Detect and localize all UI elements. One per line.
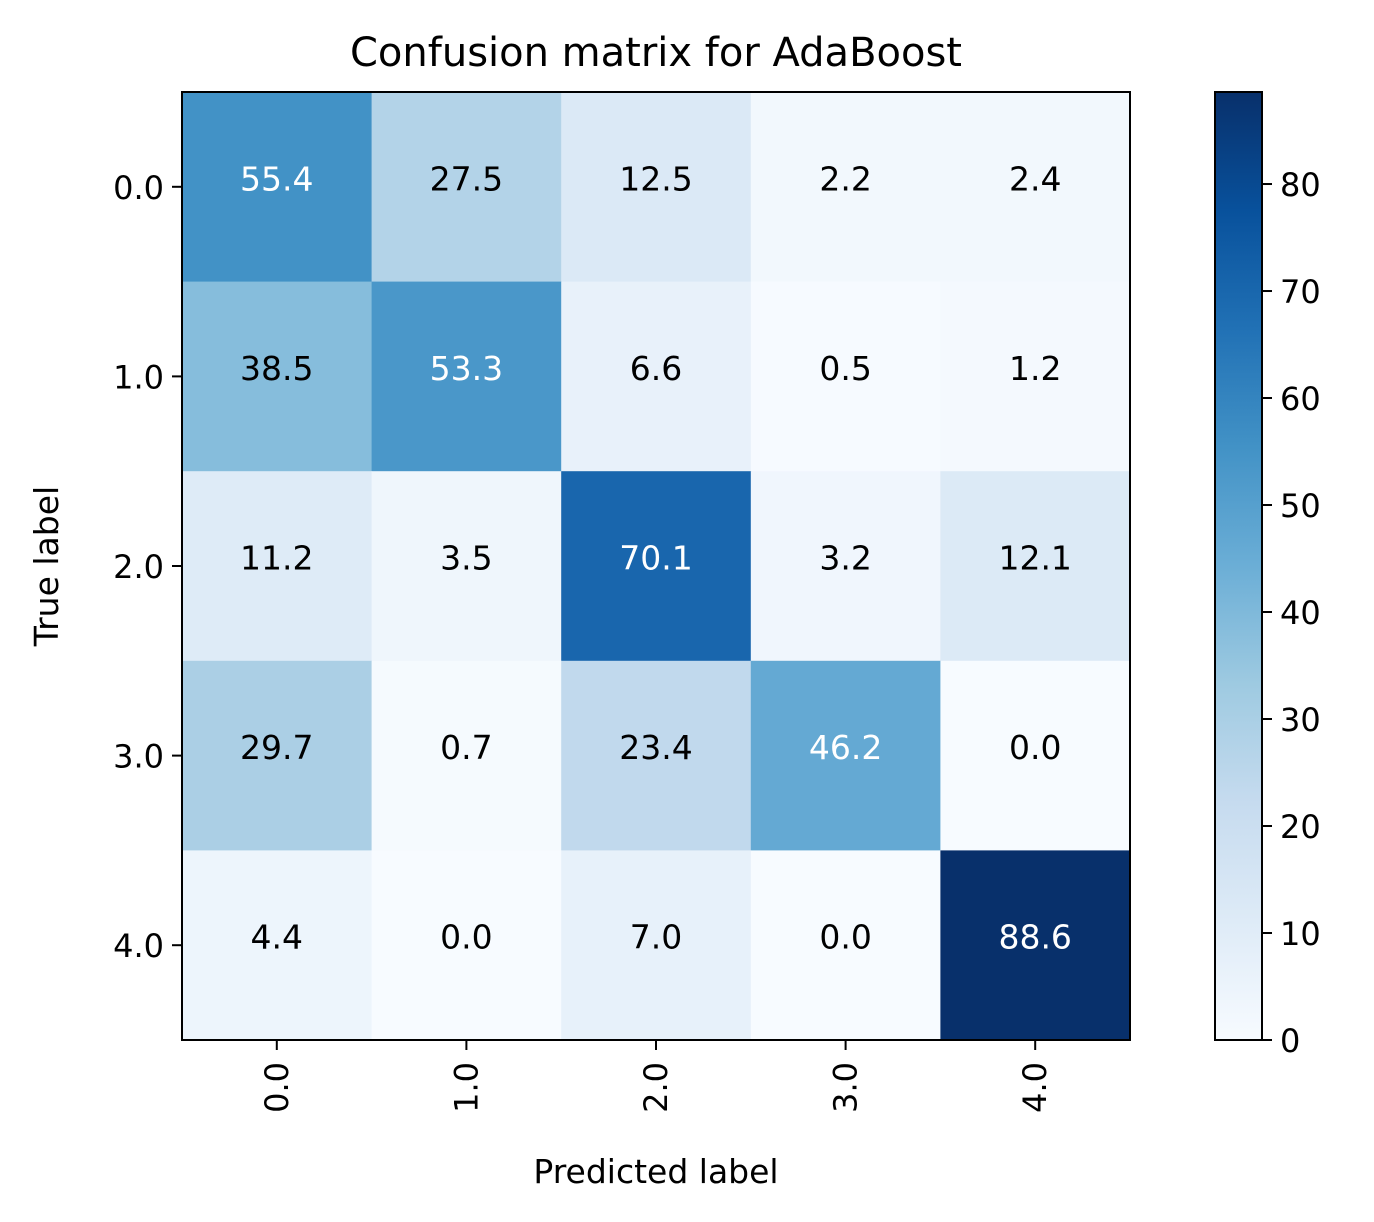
cell-value-label: 1.2 — [1009, 349, 1061, 388]
x-tick-label: 4.0 — [1016, 1062, 1054, 1113]
heatmap-cell — [561, 850, 752, 1041]
heatmap-cells — [182, 92, 1131, 1041]
cell-value-label: 7.0 — [630, 918, 682, 957]
x-axis-label: Predicted label — [533, 1152, 778, 1191]
heatmap-cell — [561, 92, 752, 283]
cell-value-label: 88.6 — [998, 918, 1071, 957]
colorbar-tick-label: 0 — [1280, 1022, 1300, 1060]
x-tick-label: 2.0 — [637, 1062, 675, 1113]
cell-value-label: 0.7 — [440, 728, 492, 767]
cell-value-label: 0.0 — [1009, 728, 1061, 767]
heatmap-cell — [940, 850, 1131, 1041]
cell-value-label: 3.5 — [440, 539, 492, 578]
colorbar-frame — [1214, 91, 1263, 1041]
cell-value-label: 53.3 — [430, 349, 503, 388]
heatmap-cell — [561, 281, 752, 472]
colorbar — [1215, 92, 1262, 1040]
heatmap-cell — [371, 850, 562, 1041]
heatmap-cell — [940, 660, 1131, 851]
chart-title: Confusion matrix for AdaBoost — [350, 30, 962, 76]
cell-value-label: 3.2 — [819, 539, 871, 578]
heatmap-cell — [371, 281, 562, 472]
cell-value-label: 46.2 — [809, 728, 882, 767]
colorbar-tick-label: 30 — [1280, 701, 1321, 739]
y-tick-label: 1.0 — [113, 358, 164, 396]
colorbar-ticks: 0 10 20 30 40 50 60 70 80 — [1262, 166, 1321, 1060]
colorbar-tick-label: 80 — [1280, 166, 1321, 204]
cell-value-label: 12.5 — [619, 159, 692, 198]
heatmap-cell — [561, 471, 752, 662]
heatmap-cell — [371, 471, 562, 662]
colorbar-tick-label: 20 — [1280, 808, 1321, 846]
cell-value-label: 38.5 — [240, 349, 313, 388]
heatmap-cell — [940, 92, 1131, 283]
cell-value-label: 0.0 — [440, 918, 492, 957]
x-tick-label: 3.0 — [827, 1062, 865, 1113]
cell-value-label: 6.6 — [630, 349, 682, 388]
heatmap-cell — [561, 660, 752, 851]
heatmap-cell — [182, 92, 373, 283]
x-tick-label: 1.0 — [447, 1062, 485, 1113]
y-axis-label: True label — [27, 486, 66, 647]
cell-value-label: 2.4 — [1009, 159, 1061, 198]
heatmap-cell — [182, 850, 373, 1041]
cell-value-label: 0.5 — [819, 349, 871, 388]
colorbar-tick-label: 70 — [1280, 273, 1321, 311]
heatmap-cell — [182, 471, 373, 662]
cell-value-label: 12.1 — [998, 539, 1071, 578]
cell-value-label: 70.1 — [619, 539, 692, 578]
heatmap-cell — [750, 92, 941, 283]
x-tick-label: 0.0 — [258, 1062, 296, 1113]
colorbar-tick-label: 40 — [1280, 594, 1321, 632]
cell-value-label: 4.4 — [251, 918, 303, 957]
heatmap-cell — [750, 850, 941, 1041]
heatmap-cell — [750, 660, 941, 851]
colorbar-tick-label: 50 — [1280, 487, 1321, 525]
cell-value-label: 2.2 — [819, 159, 871, 198]
heatmap-cell — [750, 471, 941, 662]
heatmap-cell — [371, 660, 562, 851]
heatmap-cell — [371, 92, 562, 283]
heatmap-cell — [940, 281, 1131, 472]
y-tick-label: 0.0 — [113, 169, 164, 207]
heatmap-cell — [182, 660, 373, 851]
heatmap-cell — [940, 471, 1131, 662]
cell-value-label: 23.4 — [619, 728, 692, 767]
heatmap-cell-labels: 55.4 27.5 12.5 2.2 2.4 38.5 53.3 6.6 0.5 1.2 11.2 3… — [240, 159, 1072, 956]
y-tick-label: 2.0 — [113, 548, 164, 586]
y-axis-ticks: 0.0 1.0 2.0 3.0 4.0 — [113, 169, 182, 965]
cell-value-label: 29.7 — [240, 728, 313, 767]
cell-value-label: 27.5 — [430, 159, 503, 198]
heatmap-cell — [182, 281, 373, 472]
colorbar-tick-label: 10 — [1280, 915, 1321, 953]
x-axis-ticks: 0.0 1.0 2.0 3.0 4.0 — [258, 1040, 1054, 1113]
y-tick-label: 3.0 — [113, 738, 164, 776]
heatmap-cell — [750, 281, 941, 472]
cell-value-label: 11.2 — [240, 539, 313, 578]
y-tick-label: 4.0 — [113, 927, 164, 965]
cell-value-label: 55.4 — [240, 159, 313, 198]
cell-value-label: 0.0 — [819, 918, 871, 957]
colorbar-tick-label: 60 — [1280, 380, 1321, 418]
